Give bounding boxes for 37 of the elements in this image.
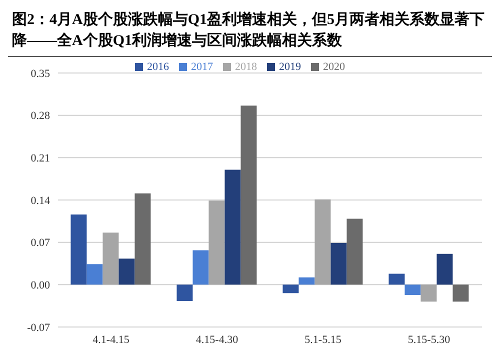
bar: [452, 284, 469, 302]
bar: [240, 106, 257, 285]
x-tick-label: 4.15-4.30: [196, 334, 239, 346]
legend-label: 2020: [323, 61, 345, 73]
y-tick-label: -0.07: [27, 322, 50, 334]
bar: [282, 284, 299, 294]
legend-label: 2019: [279, 61, 301, 73]
y-tick-label: 0.00: [30, 280, 50, 292]
legend-label: 2016: [147, 61, 169, 73]
x-tick-label: 5.1-5.15: [304, 334, 342, 346]
y-tick-label: 0.07: [30, 237, 50, 250]
bar: [298, 277, 315, 285]
chart-title: 图2：4月A股个股涨跌幅与Q1盈利增速相关，但5月两者相关系数显著下降——全A个股Q1利润增速与区间涨跌幅相关系数: [8, 8, 492, 57]
legend-label: 2018: [235, 61, 257, 73]
bar: [314, 199, 331, 285]
bar: [330, 242, 347, 285]
x-tick-label: 5.15-5.30: [408, 334, 451, 346]
y-tick-label: 0.14: [30, 194, 50, 207]
y-tick-label: 0.35: [30, 68, 50, 80]
bar: [346, 218, 363, 285]
y-tick-label: 0.28: [30, 110, 50, 122]
bar: [208, 200, 225, 285]
bar: [192, 250, 209, 285]
legend-label: 2017: [191, 61, 213, 73]
bar: [102, 232, 119, 285]
x-tick-label: 4.1-4.15: [92, 334, 130, 346]
bar: [176, 284, 193, 301]
bar: [404, 284, 421, 295]
bar: [70, 214, 87, 285]
bar: [134, 193, 151, 285]
bar: [86, 264, 103, 285]
bar: [388, 274, 405, 285]
bar: [118, 258, 135, 285]
bar: [224, 170, 241, 285]
bar: [436, 254, 453, 285]
bar: [420, 284, 437, 302]
y-tick-label: 0.21: [30, 152, 50, 165]
